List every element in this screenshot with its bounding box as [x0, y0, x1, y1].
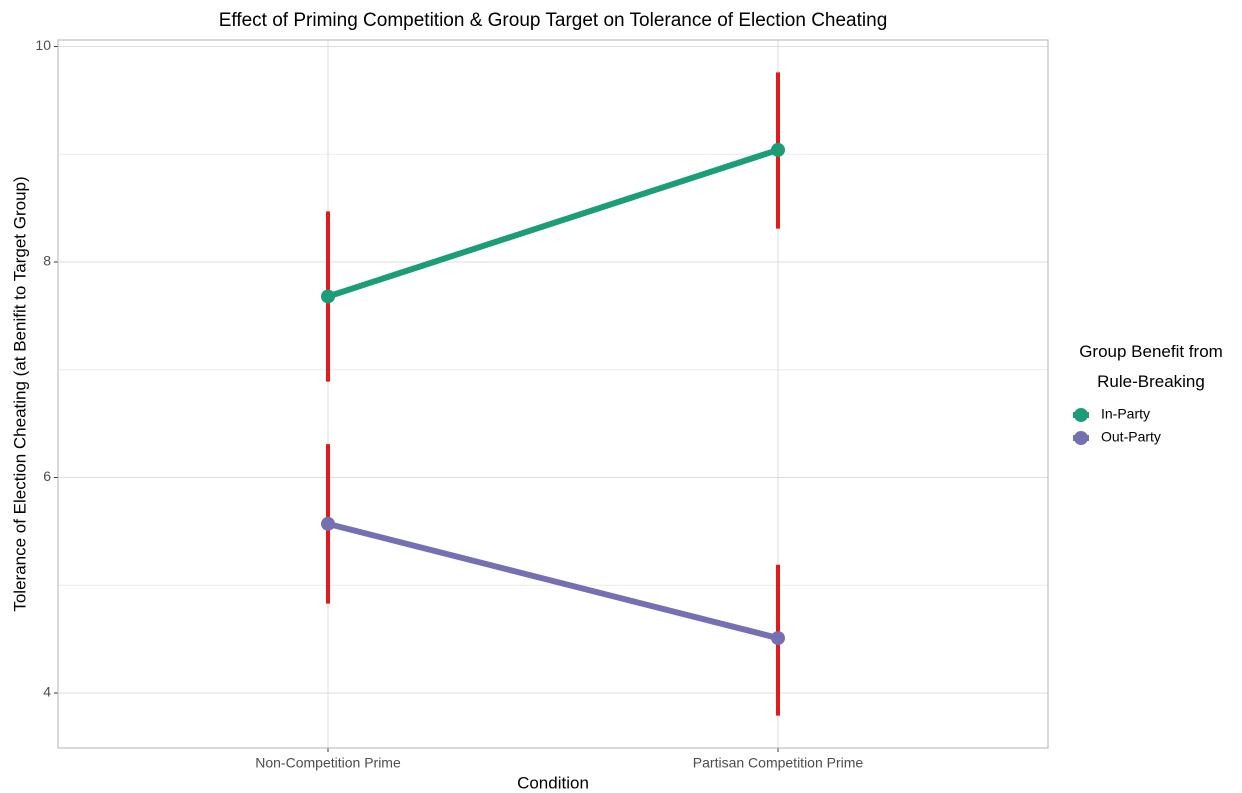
y-tick-label: 4	[43, 684, 51, 700]
point	[771, 631, 785, 646]
x-axis-label: Condition	[517, 773, 589, 792]
point	[321, 516, 335, 531]
legend-title: Group Benefit from Rule-Breaking	[1079, 342, 1223, 391]
x-tick-label: Partisan Competition Prime	[693, 755, 864, 771]
chart-title: Effect of Priming Competition & Group Ta…	[219, 10, 888, 31]
point	[771, 142, 785, 157]
legend-label: In-Party	[1101, 406, 1150, 422]
y-tick-label: 10	[35, 37, 51, 53]
legend-key-point	[1074, 408, 1088, 422]
y-tick-label: 8	[43, 253, 51, 269]
y-tick-label: 6	[43, 468, 51, 484]
x-tick-label: Non-Competition Prime	[255, 755, 401, 771]
legend-key-point	[1074, 431, 1088, 445]
legend-label: Out-Party	[1101, 429, 1161, 445]
y-axis-label: Tolerance of Election Cheating (at Benif…	[10, 176, 29, 611]
series-line	[327, 520, 779, 641]
panel-border	[57, 39, 1049, 749]
series-line	[327, 147, 779, 300]
point	[321, 289, 335, 304]
